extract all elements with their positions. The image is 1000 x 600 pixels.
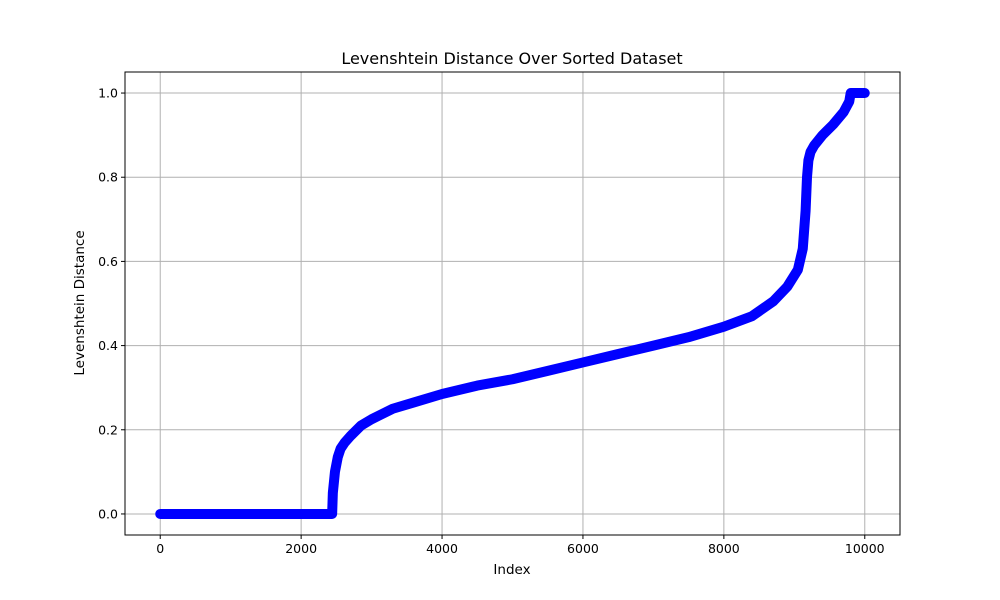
axis-ticks: 0 2000 4000 6000 8000 10000 0.0 0.2 0.4 0.6 0.8 1.0 bbox=[98, 86, 885, 556]
x-tick-label: 4000 bbox=[426, 541, 458, 556]
x-tick-label: 2000 bbox=[285, 541, 317, 556]
y-tick-label: 0.2 bbox=[98, 422, 118, 437]
x-tick-label: 6000 bbox=[567, 541, 599, 556]
y-tick-label: 0.0 bbox=[98, 506, 118, 521]
y-tick-label: 0.8 bbox=[98, 170, 118, 185]
x-axis-label: Index bbox=[493, 562, 530, 578]
data-point bbox=[860, 88, 870, 98]
y-axis-label: Levenshtein Distance bbox=[72, 230, 88, 375]
y-tick-label: 1.0 bbox=[98, 86, 118, 101]
x-tick-label: 0 bbox=[156, 541, 164, 556]
x-tick-label: 8000 bbox=[708, 541, 740, 556]
x-tick-label: 10000 bbox=[845, 541, 885, 556]
y-tick-label: 0.6 bbox=[98, 254, 118, 269]
y-tick-label: 0.4 bbox=[98, 338, 118, 353]
data-series bbox=[155, 88, 870, 519]
plot-frame bbox=[124, 71, 901, 536]
grid bbox=[125, 72, 900, 535]
chart-title: Levenshtein Distance Over Sorted Dataset bbox=[341, 49, 682, 68]
